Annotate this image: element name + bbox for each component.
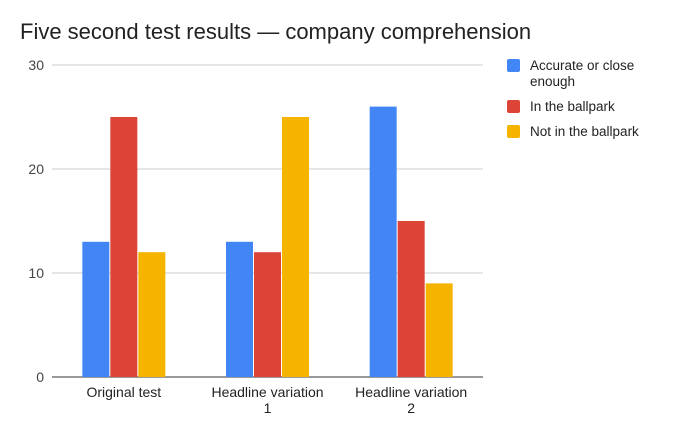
bar: [369, 106, 397, 377]
legend-swatch: [507, 59, 520, 72]
x-tick-label: Headline variation 1: [211, 384, 324, 416]
x-tick-label: Headline variation 2: [355, 384, 468, 416]
bar: [138, 252, 166, 377]
y-tick-label: 10: [28, 265, 44, 281]
chart-title: Five second test results — company compr…: [20, 19, 532, 44]
legend-label: In the ballpark: [530, 99, 615, 114]
y-tick-label: 20: [28, 161, 44, 177]
bar: [82, 241, 110, 377]
bar: [254, 252, 281, 377]
legend-swatch: [507, 100, 520, 113]
legend-label: Accurate or close enough: [530, 58, 635, 89]
legend-label: Not in the ballpark: [530, 124, 639, 139]
legend-swatch: [507, 125, 520, 138]
bar: [425, 283, 453, 377]
x-tick-label: Original test: [86, 384, 162, 400]
bar: [110, 117, 138, 377]
y-tick-label: 0: [36, 369, 44, 385]
y-tick-label: 30: [28, 57, 44, 73]
bar: [282, 117, 309, 377]
bar: [226, 241, 253, 377]
bar: [397, 221, 425, 377]
